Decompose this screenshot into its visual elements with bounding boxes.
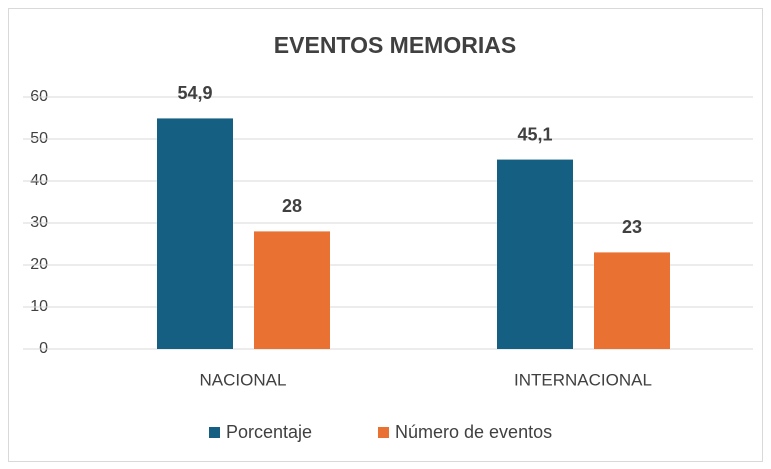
bar	[497, 159, 573, 349]
bar	[157, 118, 233, 349]
chart-frame	[8, 8, 763, 462]
legend-swatch	[209, 427, 220, 438]
bar	[594, 252, 670, 349]
legend-swatch	[378, 427, 389, 438]
value-label: 54,9	[177, 83, 212, 103]
bar	[254, 231, 330, 349]
chart-title: EVENTOS MEMORIAS	[274, 32, 516, 58]
x-tick-label: INTERNACIONAL	[514, 370, 652, 389]
value-label: 28	[282, 196, 302, 216]
value-label: 45,1	[517, 124, 552, 144]
value-label: 23	[622, 217, 642, 237]
legend-label: Número de eventos	[395, 422, 552, 442]
legend-label: Porcentaje	[226, 422, 312, 442]
x-tick-label: NACIONAL	[200, 370, 287, 389]
